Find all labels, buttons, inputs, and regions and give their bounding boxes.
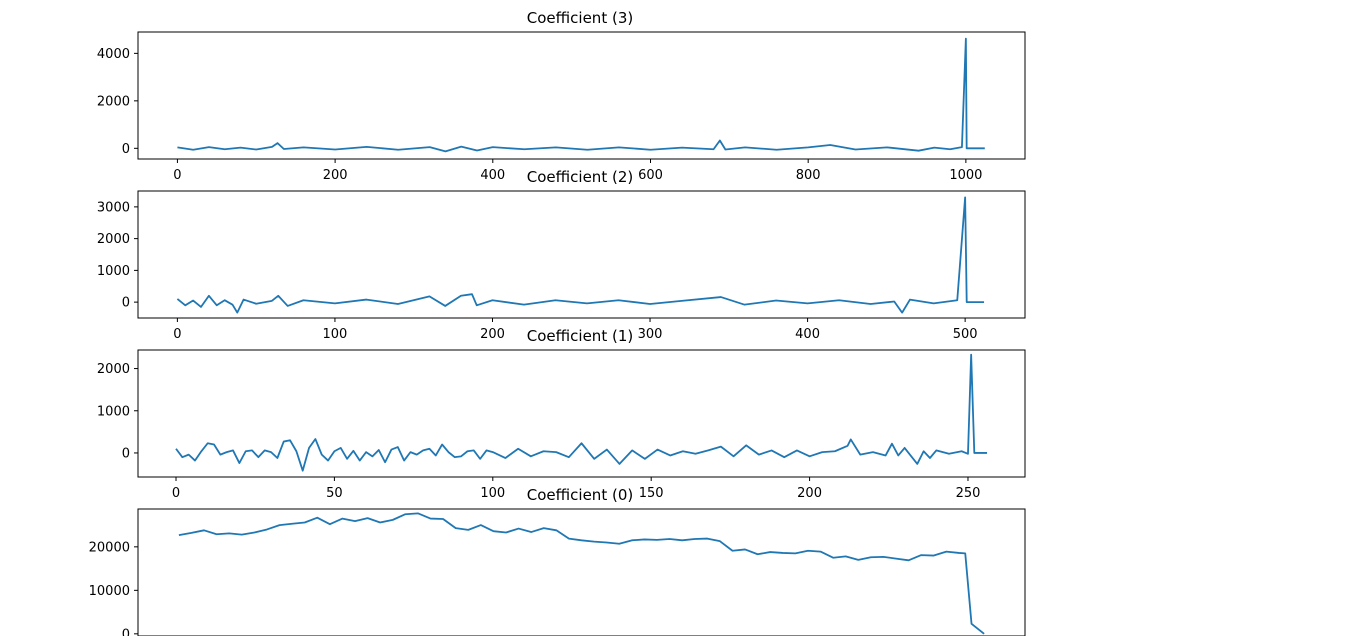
subplot-title: Coefficient (1) bbox=[527, 327, 633, 345]
tick-layer: 0 1000 2000 0 50 100 150 200 250 bbox=[97, 362, 980, 501]
tick-layer: 0 2000 4000 0 200 400 600 800 1000 bbox=[97, 47, 983, 183]
x-tick-label: 100 bbox=[323, 327, 348, 342]
axes-frame bbox=[137, 349, 1026, 478]
y-tick-label: 2000 bbox=[97, 94, 130, 109]
subplot-title: Coefficient (2) bbox=[527, 168, 633, 186]
y-tick-label: 2000 bbox=[97, 362, 130, 377]
series-line bbox=[176, 196, 985, 314]
x-tick-label: 400 bbox=[795, 327, 820, 342]
x-tick-label: 250 bbox=[956, 486, 981, 501]
subplot-coefficient-3: Coefficient (3) 0 2000 4000 0 200 400 600 800 10… bbox=[97, 9, 1026, 183]
tick-layer: 0 1000 2000 3000 0 100 200 300 400 500 bbox=[97, 200, 978, 342]
y-tick-label: 2000 bbox=[97, 232, 130, 247]
series-line bbox=[175, 353, 987, 472]
axes-frame bbox=[137, 508, 1026, 636]
y-tick-label: 1000 bbox=[97, 404, 130, 419]
y-tick-label: 10000 bbox=[89, 584, 130, 599]
x-tick-label: 0 bbox=[172, 486, 180, 501]
x-tick-label: 600 bbox=[638, 168, 663, 183]
y-tick-label: 0 bbox=[122, 627, 130, 636]
axes-frame bbox=[137, 190, 1026, 319]
x-tick-label: 0 bbox=[173, 168, 181, 183]
y-tick-label: 4000 bbox=[97, 47, 130, 62]
x-tick-label: 300 bbox=[638, 327, 663, 342]
subplot-coefficient-0: Coefficient (0) 0 10000 20000 bbox=[89, 486, 1026, 636]
x-tick-label: 200 bbox=[480, 327, 505, 342]
y-tick-label: 0 bbox=[122, 142, 130, 157]
x-tick-label: 1000 bbox=[949, 168, 982, 183]
y-tick-label: 1000 bbox=[97, 264, 130, 279]
axes-frame bbox=[137, 31, 1026, 160]
x-tick-label: 500 bbox=[953, 327, 978, 342]
x-tick-label: 0 bbox=[173, 327, 181, 342]
subplot-title: Coefficient (3) bbox=[527, 9, 633, 27]
y-tick-label: 0 bbox=[122, 296, 130, 311]
x-tick-label: 200 bbox=[797, 486, 822, 501]
tick-layer: 0 10000 20000 bbox=[89, 540, 138, 636]
x-tick-label: 800 bbox=[796, 168, 821, 183]
x-tick-label: 200 bbox=[323, 168, 348, 183]
y-tick-label: 3000 bbox=[97, 200, 130, 215]
x-tick-label: 50 bbox=[326, 486, 343, 501]
x-tick-label: 100 bbox=[480, 486, 505, 501]
series-line bbox=[178, 512, 985, 635]
x-tick-label: 400 bbox=[480, 168, 505, 183]
x-tick-label: 150 bbox=[639, 486, 664, 501]
y-tick-label: 0 bbox=[122, 446, 130, 461]
subplot-title: Coefficient (0) bbox=[527, 486, 633, 504]
y-tick-label: 20000 bbox=[89, 540, 130, 555]
series-line bbox=[177, 37, 985, 153]
